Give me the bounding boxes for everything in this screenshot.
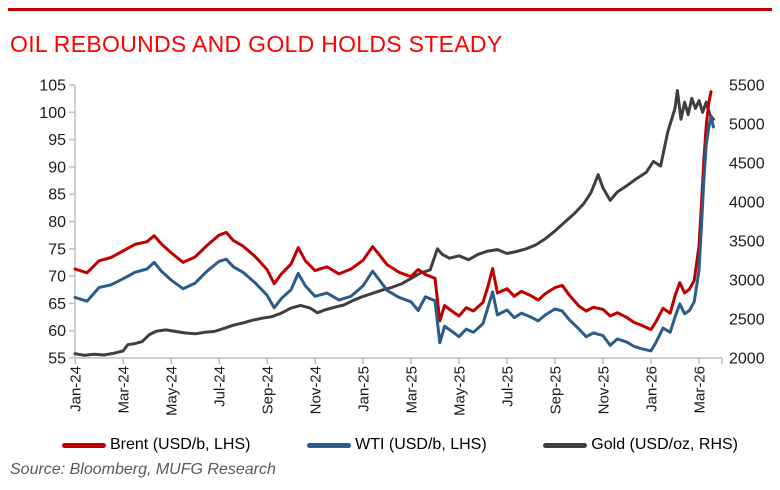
svg-text:95: 95	[48, 132, 66, 149]
svg-text:105: 105	[39, 78, 66, 95]
chart-legend: Brent (USD/b, LHS) WTI (USD/b, LHS) Gold…	[62, 436, 738, 454]
y-axis-left: 55 60 65 70 75 80 85 90 95 100 105	[39, 78, 75, 368]
svg-text:80: 80	[48, 214, 66, 231]
top-accent-rule	[8, 8, 772, 11]
svg-text:Mar-26: Mar-26	[692, 366, 709, 414]
svg-text:Mar-24: Mar-24	[116, 366, 133, 414]
legend-label-brent: Brent (USD/b, LHS)	[110, 436, 251, 453]
svg-text:100: 100	[39, 105, 66, 122]
svg-text:65: 65	[48, 296, 66, 313]
svg-text:4500: 4500	[729, 156, 765, 173]
svg-text:Sep-25: Sep-25	[548, 366, 565, 414]
legend-item-brent: Brent (USD/b, LHS)	[62, 436, 250, 454]
legend-label-wti: WTI (USD/b, LHS)	[355, 436, 487, 453]
svg-text:70: 70	[48, 269, 66, 286]
svg-text:75: 75	[48, 241, 66, 258]
svg-text:Sep-24: Sep-24	[260, 366, 277, 414]
svg-text:85: 85	[48, 187, 66, 204]
series-brent	[73, 90, 713, 332]
svg-text:3500: 3500	[729, 234, 765, 251]
gold-line-swatch-icon	[543, 442, 588, 448]
series-gold	[73, 89, 715, 357]
series-wti	[73, 115, 715, 353]
svg-text:55: 55	[48, 351, 66, 368]
svg-text:Nov-25: Nov-25	[596, 366, 613, 414]
svg-text:90: 90	[48, 159, 66, 176]
legend-item-gold: Gold (USD/oz, RHS)	[543, 436, 738, 454]
svg-text:3000: 3000	[729, 273, 765, 290]
svg-text:60: 60	[48, 323, 66, 340]
svg-text:Jan-24: Jan-24	[68, 366, 85, 412]
svg-text:2500: 2500	[729, 312, 765, 329]
svg-text:2000: 2000	[729, 351, 765, 368]
svg-text:May-24: May-24	[164, 366, 181, 416]
legend-item-wti: WTI (USD/b, LHS)	[307, 436, 487, 454]
legend-label-gold: Gold (USD/oz, RHS)	[591, 436, 738, 453]
svg-text:Nov-24: Nov-24	[308, 366, 325, 414]
source-note: Source: Bloomberg, MUFG Research	[10, 461, 276, 478]
svg-text:4000: 4000	[729, 195, 765, 212]
svg-text:May-25: May-25	[452, 366, 469, 416]
svg-text:Jul-24: Jul-24	[212, 366, 229, 407]
svg-text:Jul-25: Jul-25	[500, 366, 517, 407]
y-axis-right: 2000 2500 3000 3500 4000 4500 5000 5500	[729, 78, 765, 368]
svg-text:5500: 5500	[729, 78, 765, 95]
svg-text:Jan-25: Jan-25	[356, 366, 373, 412]
brent-line-swatch-icon	[62, 442, 106, 448]
x-axis: Jan-24 Mar-24 May-24 Jul-24 Sep-24 Nov-24 Jan-…	[68, 358, 723, 416]
svg-text:5000: 5000	[729, 117, 765, 134]
wti-line-swatch-icon	[307, 442, 352, 448]
svg-text:Jan-26: Jan-26	[644, 366, 661, 412]
chart-title: OIL REBOUNDS AND GOLD HOLDS STEADY	[10, 31, 503, 57]
svg-text:Mar-25: Mar-25	[404, 366, 421, 414]
